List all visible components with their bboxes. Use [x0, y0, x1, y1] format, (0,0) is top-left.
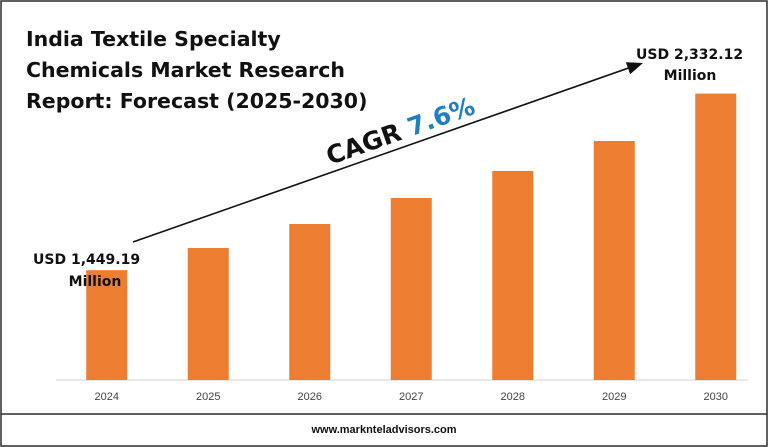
x-tick-label: 2025 [196, 391, 220, 403]
x-tick-label: 2027 [399, 391, 423, 403]
end-value-line2: Million [664, 68, 717, 84]
end-value-label: USD 2,332.12 Million [636, 47, 748, 84]
bars-group [86, 93, 737, 381]
x-tick-label: 2026 [298, 391, 322, 403]
bar-2027 [390, 198, 432, 380]
chart-title: India Textile Specialty Chemicals Market… [26, 24, 368, 117]
bar-2026 [289, 224, 331, 380]
trend-arrow [132, 62, 644, 243]
bar-2029 [593, 141, 635, 380]
x-tick-label: 2030 [704, 391, 728, 403]
footer-website-link[interactable]: www.marknteladvisors.com [311, 424, 457, 436]
bar-2025 [187, 248, 229, 380]
x-ticks-group: 2024 2025 2026 2027 2028 2029 2030 [95, 391, 728, 403]
cagr-prefix: CAGR [322, 115, 413, 171]
x-tick-label: 2029 [602, 391, 626, 403]
start-value-line1: USD 1,449.19 [33, 252, 140, 268]
x-tick-label: 2024 [95, 391, 119, 403]
bar-2024 [86, 270, 128, 380]
bar-2030 [695, 93, 737, 381]
chart-title-line: Report: Forecast (2025-2030) [26, 89, 368, 113]
chart-title-line: Chemicals Market Research [26, 58, 346, 82]
chart-title-line: India Textile Specialty [26, 27, 281, 51]
x-tick-label: 2028 [501, 391, 525, 403]
bar-2028 [492, 171, 534, 380]
start-value-label: USD 1,449.19 Million [33, 252, 145, 290]
end-value-line1: USD 2,332.12 [636, 47, 743, 63]
start-value-line2: Million [69, 274, 122, 290]
